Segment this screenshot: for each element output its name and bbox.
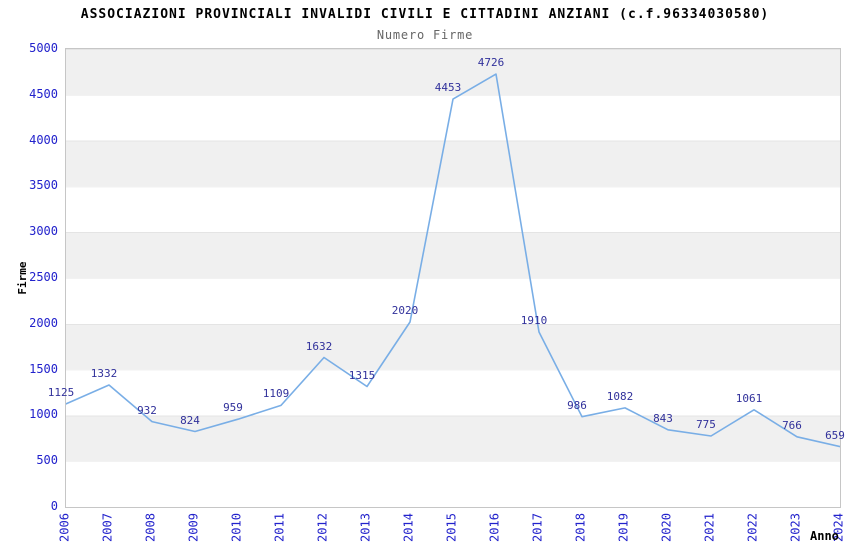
data-point-label: 824 <box>180 413 200 427</box>
x-axis-title: Anno <box>810 529 839 543</box>
data-point-label: 1109 <box>262 387 290 401</box>
y-tick-label: 0 <box>50 499 58 513</box>
x-tick-label: 2019 <box>616 512 631 542</box>
x-tick-label: 2015 <box>444 512 459 542</box>
data-point-label: 959 <box>223 401 243 415</box>
plot-area <box>65 48 841 508</box>
data-point-label: 1082 <box>606 389 634 403</box>
series-line <box>66 73 840 448</box>
x-tick-label: 2006 <box>57 512 72 542</box>
data-point-label: 1125 <box>47 385 75 399</box>
x-tick-label: 2020 <box>659 512 674 542</box>
data-point-label: 932 <box>137 403 157 417</box>
data-point-label: 4453 <box>434 81 462 95</box>
chart-title: ASSOCIAZIONI PROVINCIALI INVALIDI CIVILI… <box>80 7 770 22</box>
x-tick-label: 2007 <box>100 512 115 542</box>
data-point-label: 1632 <box>305 339 333 353</box>
x-tick-label: 2016 <box>487 512 502 542</box>
chart-subtitle: Numero Firme <box>376 28 474 42</box>
y-tick-label: 4500 <box>29 86 58 101</box>
x-tick-label: 2021 <box>702 512 717 542</box>
data-point-label: 1061 <box>735 391 763 405</box>
x-tick-label: 2008 <box>143 512 158 542</box>
y-tick-label: 3000 <box>29 224 58 239</box>
x-tick-label: 2014 <box>401 512 416 542</box>
y-tick-label: 500 <box>36 453 58 468</box>
x-tick-label: 2010 <box>229 512 244 542</box>
x-tick-label: 2009 <box>186 512 201 542</box>
y-tick-label: 1500 <box>29 361 58 376</box>
series-chart-svg <box>66 73 840 448</box>
y-tick-label: 5000 <box>29 41 58 55</box>
x-tick-label: 2018 <box>573 512 588 542</box>
x-tick-label: 2017 <box>530 512 545 542</box>
x-tick-label: 2022 <box>745 512 760 542</box>
x-tick-label: 2023 <box>788 512 803 542</box>
y-tick-label: 1000 <box>29 407 58 422</box>
y-tick-label: 2000 <box>29 315 58 330</box>
y-tick-label: 2500 <box>29 270 58 284</box>
data-point-label: 775 <box>696 418 716 431</box>
data-point-label: 2020 <box>391 303 419 317</box>
data-point-label: 766 <box>782 418 802 432</box>
y-tick-label: 3500 <box>29 178 58 193</box>
data-point-label: 843 <box>653 411 673 425</box>
data-point-label: 4726 <box>477 56 505 70</box>
data-point-label: 1315 <box>348 368 376 382</box>
data-point-label: 1910 <box>520 314 548 328</box>
data-point-label: 986 <box>567 398 587 412</box>
x-tick-label: 2012 <box>315 512 330 542</box>
x-tick-label: 2013 <box>358 512 373 542</box>
data-point-label: 659 <box>825 428 845 442</box>
y-tick-label: 4000 <box>29 132 58 147</box>
x-tick-label: 2011 <box>272 512 287 542</box>
data-point-label: 1332 <box>90 366 118 380</box>
